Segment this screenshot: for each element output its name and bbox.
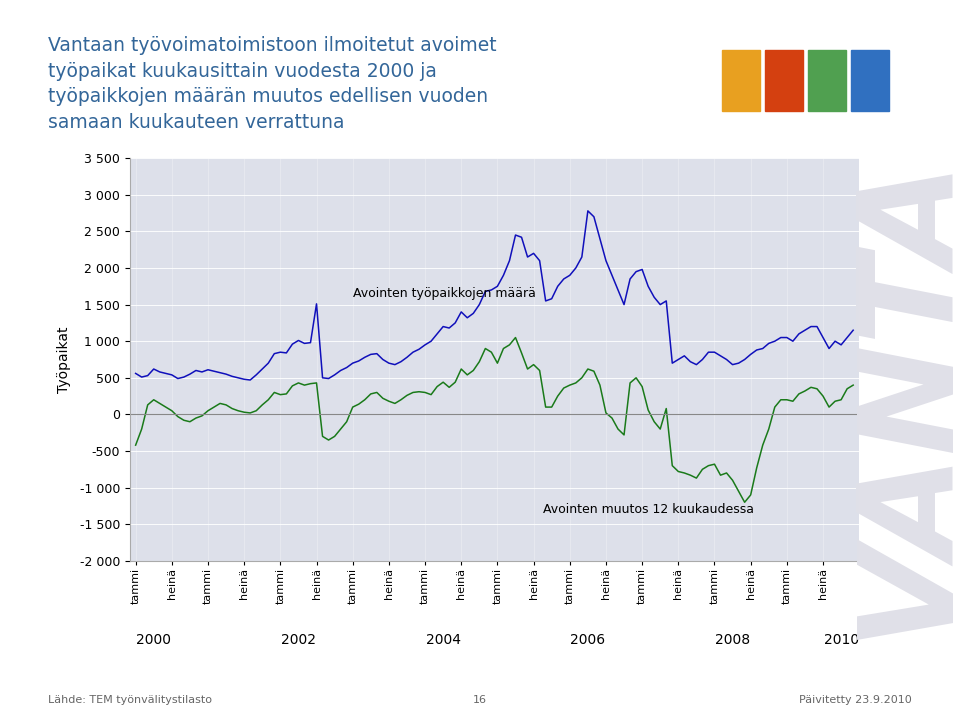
Text: 16: 16 xyxy=(473,695,487,705)
Text: VANTA: VANTA xyxy=(844,152,960,639)
Text: 2002: 2002 xyxy=(281,633,316,647)
Text: Avointen työpaikkojen määrä: Avointen työpaikkojen määrä xyxy=(352,288,536,301)
Y-axis label: Työpaikat: Työpaikat xyxy=(58,326,71,393)
Text: Päivitetty 23.9.2010: Päivitetty 23.9.2010 xyxy=(800,695,912,705)
Text: 2010: 2010 xyxy=(824,633,858,647)
Text: Lähde: TEM työnvälitystilasto: Lähde: TEM työnvälitystilasto xyxy=(48,695,212,705)
Text: Avointen muutos 12 kuukaudessa: Avointen muutos 12 kuukaudessa xyxy=(542,503,754,516)
Bar xyxy=(808,50,846,111)
Text: 2004: 2004 xyxy=(425,633,461,647)
Text: Vantaan työvoimatoimistoon ilmoitetut avoimet
työpaikat kuukausittain vuodesta 2: Vantaan työvoimatoimistoon ilmoitetut av… xyxy=(48,36,496,132)
Text: 2006: 2006 xyxy=(570,633,606,647)
Bar xyxy=(852,50,889,111)
Bar xyxy=(722,50,759,111)
Text: 2000: 2000 xyxy=(136,633,171,647)
Bar xyxy=(765,50,803,111)
Text: 2008: 2008 xyxy=(715,633,750,647)
